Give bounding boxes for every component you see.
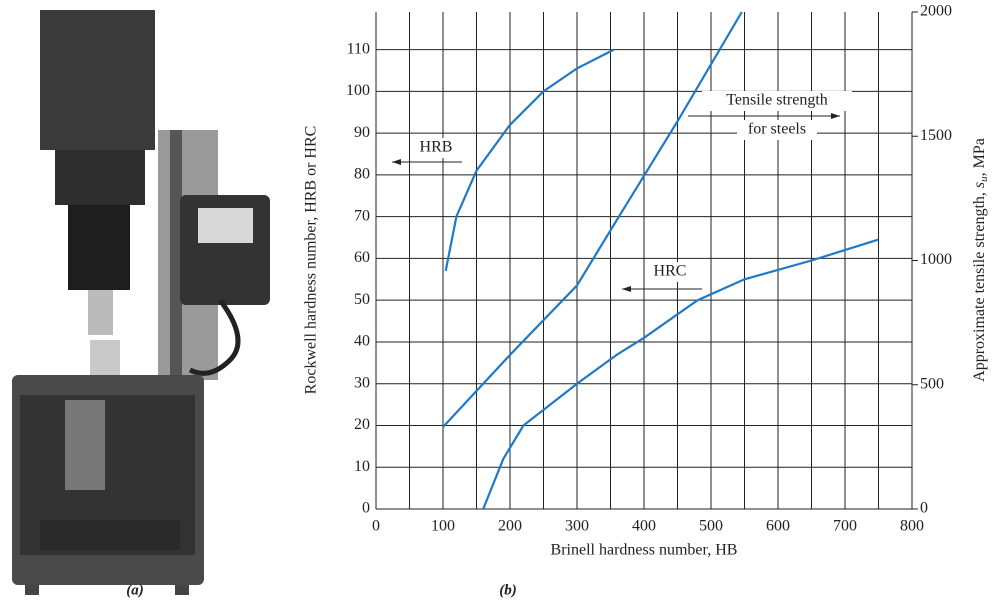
y2-label-text: Approximate tensile strength, <box>971 188 988 382</box>
x-tick-label: 400 <box>632 518 656 535</box>
x-tick-label: 300 <box>565 518 589 535</box>
label-bg <box>416 138 456 158</box>
x-tick-label: 0 <box>372 518 380 535</box>
y-tick-label: 70 <box>354 207 370 224</box>
arrow-head <box>392 159 401 165</box>
annotation: for steels <box>748 121 806 138</box>
label-bg <box>702 91 852 111</box>
line <box>442 11 743 428</box>
caption: (b) <box>499 582 517 598</box>
x-tick-label: 700 <box>833 518 857 535</box>
tester-photo <box>12 10 270 595</box>
arrow-head <box>831 113 840 119</box>
annotation: HRB <box>420 139 453 156</box>
y-tick-label: 20 <box>354 416 370 433</box>
y2-tick-label: 500 <box>920 375 944 392</box>
y-tick-label: 90 <box>354 124 370 141</box>
caption: (a) <box>126 582 144 598</box>
x-axis-label: Brinell hardness number, HB <box>551 542 738 559</box>
y2-tick-label: 1000 <box>920 251 952 268</box>
y2-label-text: , MPa <box>971 138 988 176</box>
y2-tick-label: 1500 <box>920 127 952 144</box>
y-tick-label: 110 <box>347 40 370 57</box>
arrow-head <box>622 286 631 292</box>
y-tick-label: 80 <box>354 166 370 183</box>
x-tick-label: 100 <box>431 518 455 535</box>
y2-axis-label: Approximate tensile strength, su, MPa <box>971 138 990 382</box>
x-tick-label: 600 <box>766 518 790 535</box>
line <box>482 238 879 510</box>
line <box>444 48 615 272</box>
label-bg <box>649 262 691 282</box>
y2-tick-label: 2000 <box>920 3 952 20</box>
annotation: HRC <box>654 263 687 280</box>
y-tick-label: 100 <box>346 82 370 99</box>
y2-label-subscript: u <box>978 176 990 182</box>
y-tick-label: 50 <box>354 291 370 308</box>
y-tick-label: 30 <box>354 374 370 391</box>
y-tick-label: 0 <box>362 500 370 517</box>
x-tick-label: 500 <box>699 518 723 535</box>
label-bg <box>737 120 817 140</box>
y2-label-symbol: s <box>971 182 988 188</box>
y2-tick-label: 0 <box>920 500 928 517</box>
annotation: Tensile strength <box>726 92 828 109</box>
y-axis-label: Rockwell hardness number, HRB or HRC <box>303 126 320 395</box>
y-tick-label: 60 <box>354 249 370 266</box>
y-tick-label: 40 <box>354 333 370 350</box>
x-tick-label: 200 <box>498 518 522 535</box>
x-tick-label: 800 <box>900 518 924 535</box>
y-tick-label: 10 <box>354 458 370 475</box>
